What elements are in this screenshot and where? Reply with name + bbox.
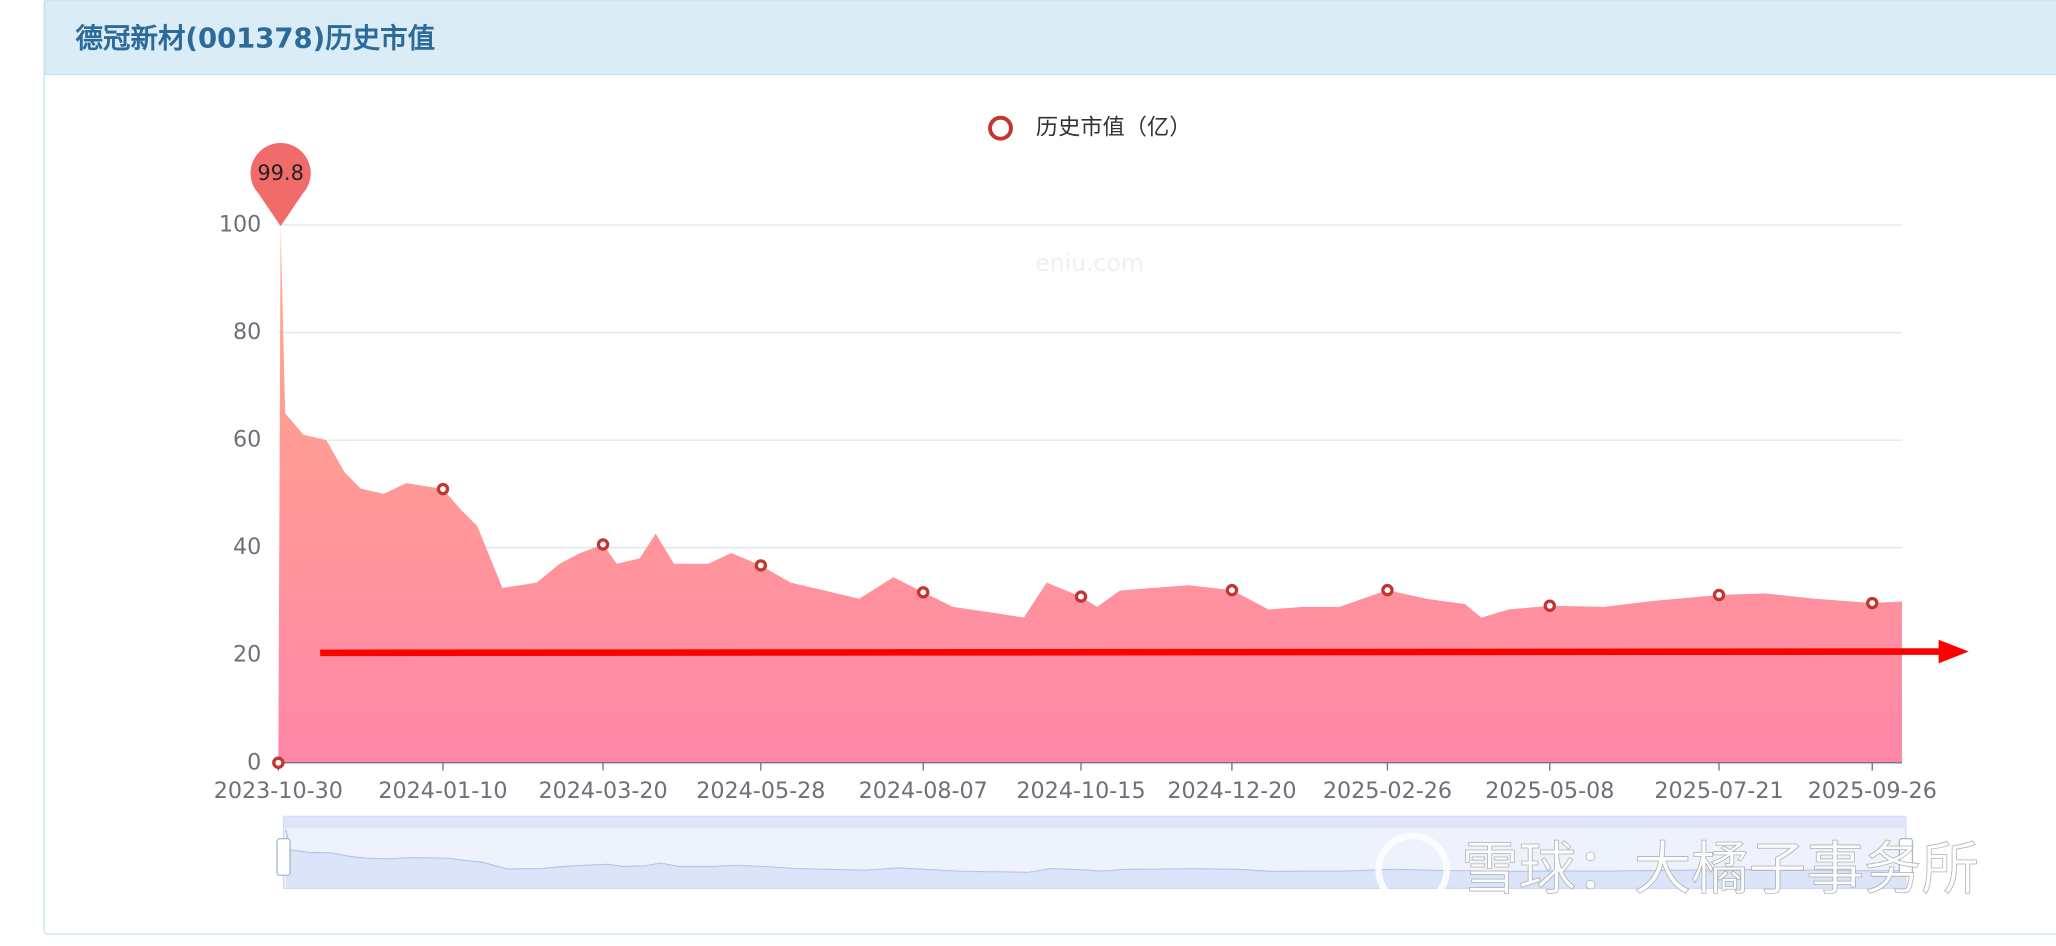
point-marker [754,559,768,572]
point-marker [1225,583,1239,597]
x-tick-label: 2024-10-15 [1016,778,1145,804]
point-marker [916,586,930,599]
panel-title: 德冠新材(001378)历史市值 [76,22,436,54]
zoom-handle-right[interactable] [1898,837,1914,876]
y-tick-label: 60 [233,427,261,453]
point-marker [1712,588,1726,602]
panel-header [44,0,2056,76]
x-tick-label: 2024-01-10 [378,778,507,804]
point-marker [1543,599,1557,612]
annotation-arrowhead [1938,639,1969,664]
point-marker [272,756,285,769]
x-tick-label: 2024-05-28 [696,778,825,804]
annotation-arrow [320,648,1946,657]
y-tick-label: 0 [247,749,261,775]
legend-marker[interactable] [988,115,1013,141]
area [278,226,1902,763]
x-tick-label: 2025-02-26 [1323,778,1452,804]
x-tick-label: 2023-10-30 [214,778,343,804]
y-tick-label: 40 [233,534,261,560]
plot: 0 20 40 60 80 100 2023-10-30 2024-01-10 2024-03-… [214,143,1937,804]
x-tick-label: 2025-05-08 [1485,778,1614,804]
point-marker [1866,596,1879,610]
x-tick-label: 2024-08-07 [859,778,988,804]
max-label: 99.8 [257,161,304,185]
data-zoom-bar[interactable] [283,816,1906,829]
point-marker [596,538,610,551]
x-tick-label: 2025-09-26 [1808,778,1937,804]
x-tick-label: 2024-03-20 [538,778,667,804]
x-tick-label: 2025-07-21 [1654,778,1783,804]
max-pin [250,143,311,227]
overlay-watermark: 雪球：大橘子事务所 [1461,835,1979,902]
zoom-handle-left[interactable] [276,837,291,876]
y-tick-label: 100 [219,212,261,238]
preview-area [285,829,1906,889]
watermark-logo [1375,832,1450,908]
legend-label[interactable]: 历史市值（亿） [1036,115,1192,141]
x-tick-label: 2024-12-20 [1167,778,1296,804]
point-marker [436,482,450,496]
point-marker [1381,583,1394,597]
y-tick-label: 80 [233,319,261,345]
y-tick-label: 20 [233,642,261,668]
point-marker [1074,590,1088,603]
chart-watermark: eniu.com [1035,249,1144,277]
data-zoom-preview [285,829,1906,889]
